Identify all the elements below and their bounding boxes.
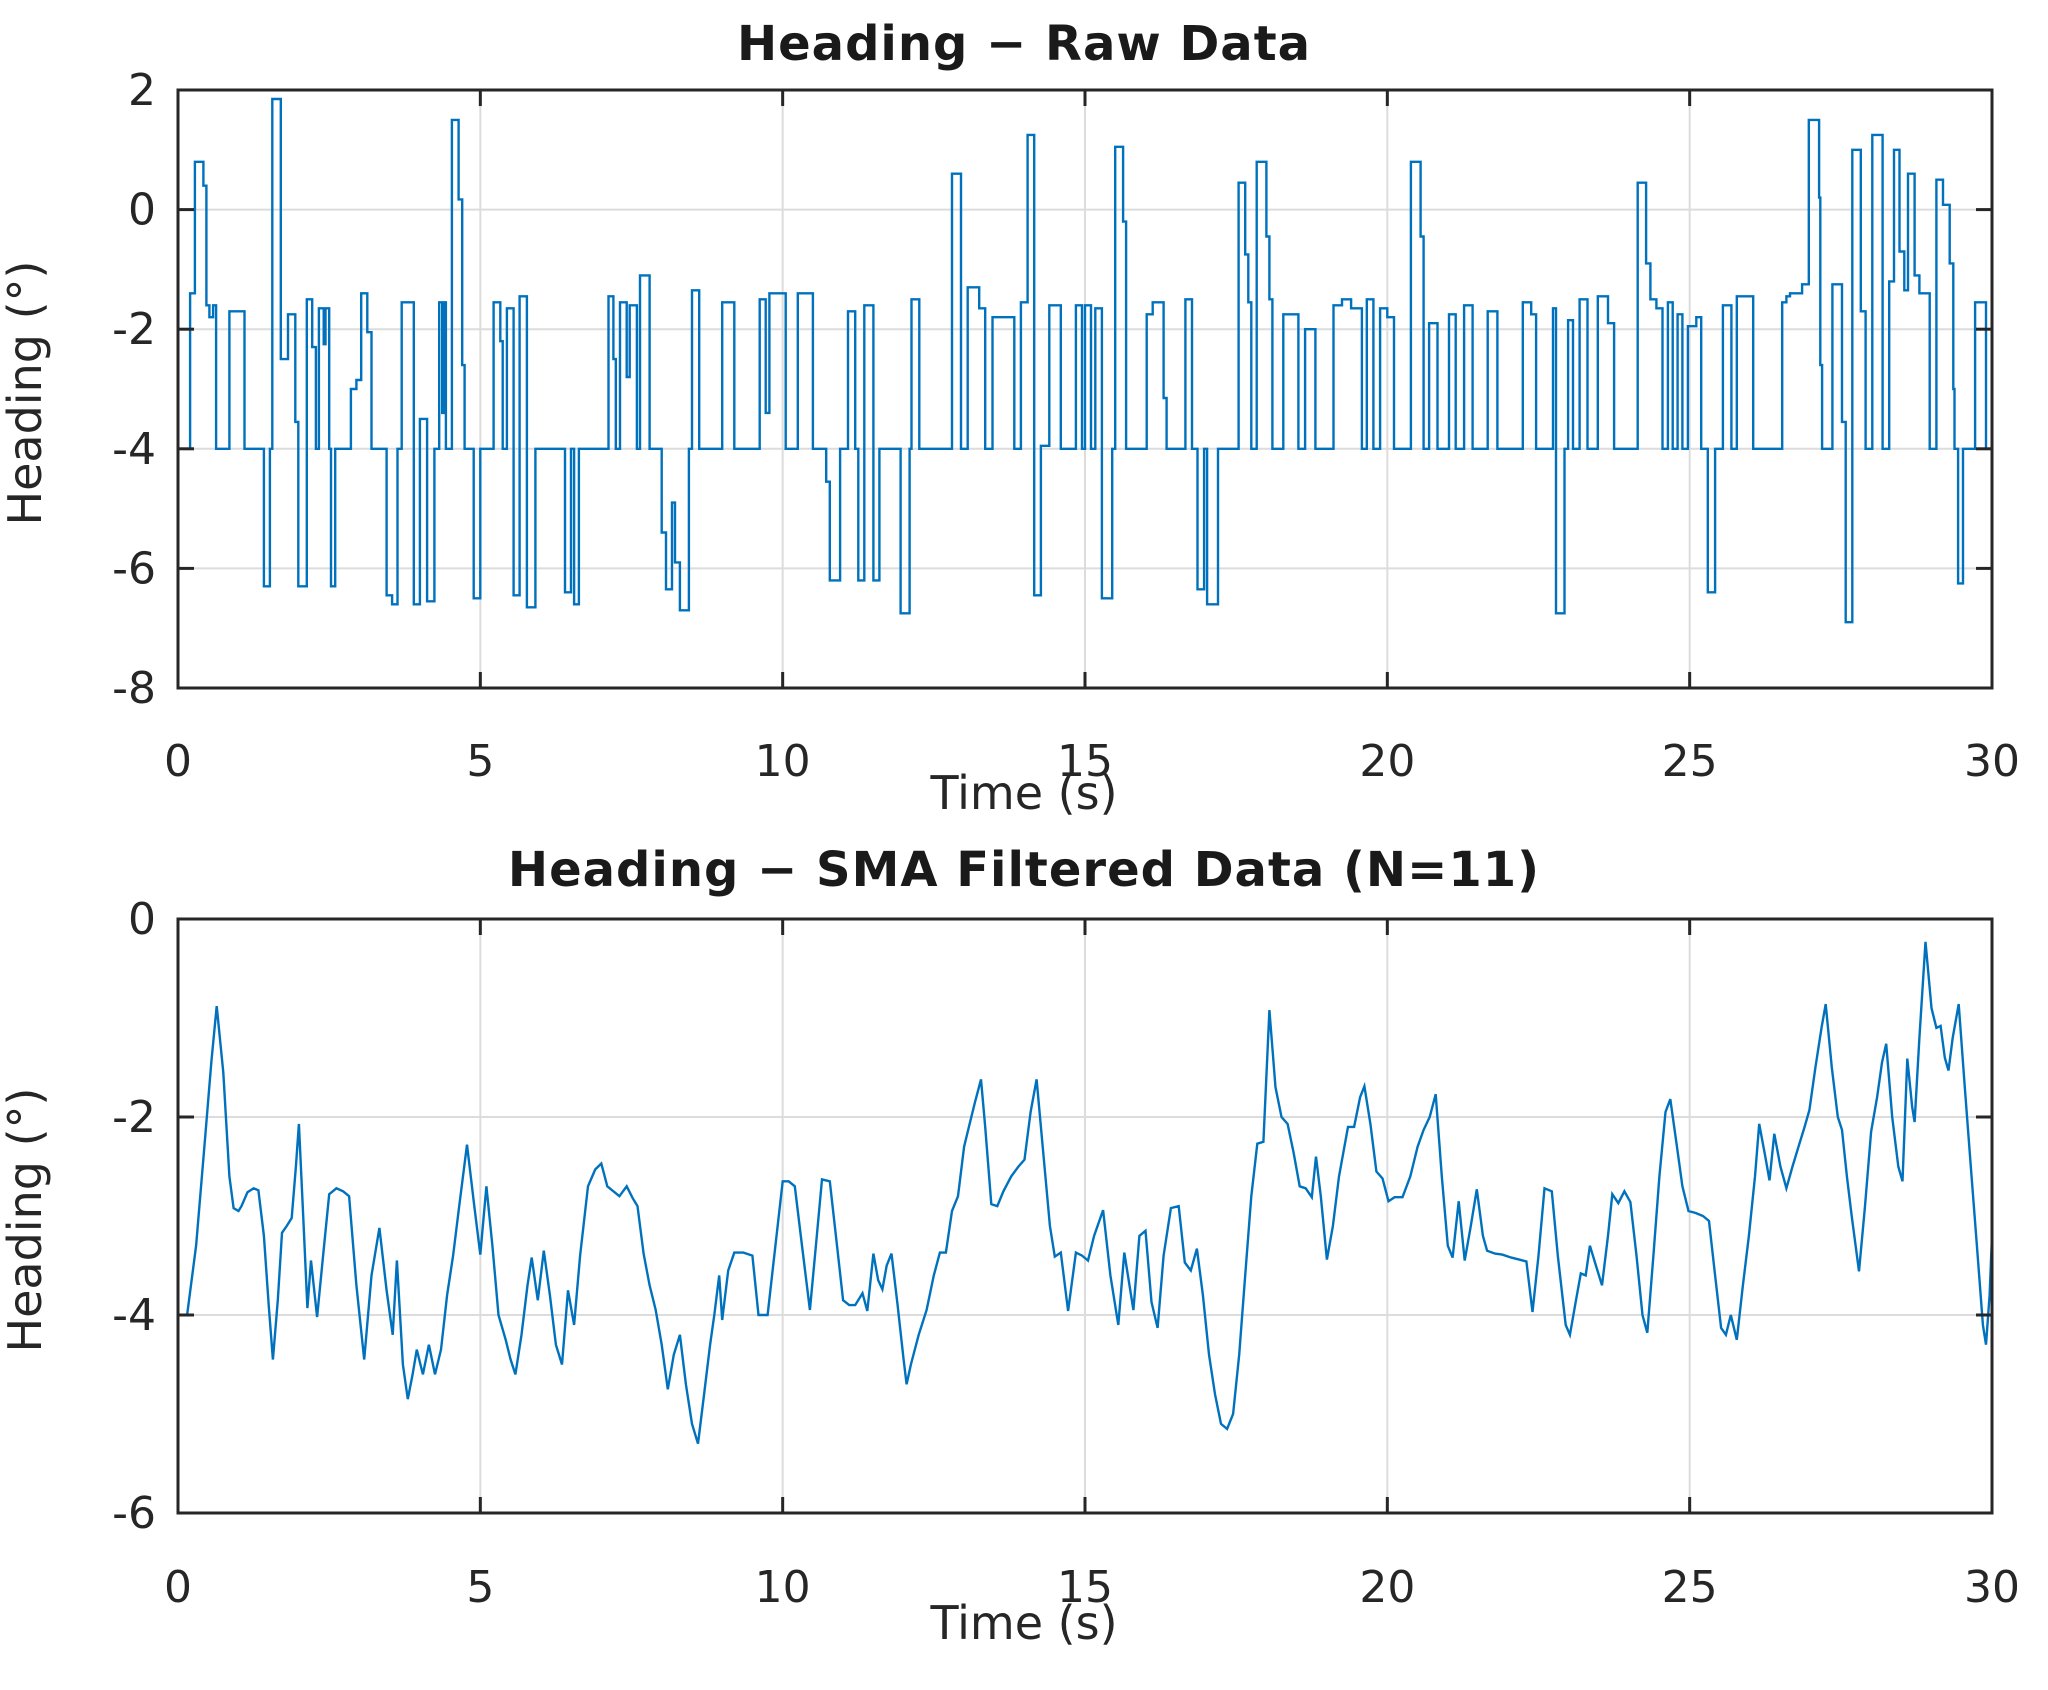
x-tick-label: 0 bbox=[164, 1562, 192, 1613]
y-tick-label: -8 bbox=[112, 663, 156, 714]
x-tick-label: 20 bbox=[1359, 1562, 1415, 1613]
filtered-chart-title: Heading − SMA Filtered Data (N=11) bbox=[507, 842, 1541, 898]
y-tick-label: 0 bbox=[128, 894, 156, 945]
raw-chart-title: Heading − Raw Data bbox=[736, 16, 1312, 72]
x-tick-label: 10 bbox=[755, 736, 811, 787]
y-tick-label: -4 bbox=[112, 424, 156, 475]
x-tick-label: 20 bbox=[1359, 736, 1415, 787]
y-tick-label: 2 bbox=[128, 65, 156, 116]
x-tick-label: 25 bbox=[1662, 1562, 1718, 1613]
series-heading-raw bbox=[178, 97, 1994, 624]
x-tick-label: 25 bbox=[1662, 736, 1718, 787]
y-tick-label: -6 bbox=[112, 543, 156, 594]
y-tick-label: -4 bbox=[112, 1290, 156, 1341]
filtered-chart-ylabel: Heading (°) bbox=[0, 1087, 52, 1353]
raw-chart-ylabel: Heading (°) bbox=[0, 260, 52, 526]
x-tick-label: 10 bbox=[755, 1562, 811, 1613]
filtered-chart-xlabel: Time (s) bbox=[930, 1596, 1118, 1650]
y-tick-label: -6 bbox=[112, 1488, 156, 1539]
x-tick-label: 30 bbox=[1964, 736, 2020, 787]
x-tick-label: 15 bbox=[1057, 736, 1113, 787]
x-tick-label: 5 bbox=[466, 736, 494, 787]
x-tick-label: 30 bbox=[1964, 1562, 2020, 1613]
series-heading-sma-filtered bbox=[178, 941, 1994, 1445]
filtered-chart-plot: 0 5 10 15 20 25 30 0 -2 -4 -6 bbox=[112, 894, 2020, 1613]
x-tick-label: 5 bbox=[466, 1562, 494, 1613]
y-tick-label: -2 bbox=[112, 1092, 156, 1143]
x-tick-label: 0 bbox=[164, 736, 192, 787]
y-tick-label: -2 bbox=[112, 304, 156, 355]
y-tick-label: 0 bbox=[128, 185, 156, 236]
x-tick-label: 15 bbox=[1057, 1562, 1113, 1613]
raw-chart-xlabel: Time (s) bbox=[930, 766, 1118, 820]
